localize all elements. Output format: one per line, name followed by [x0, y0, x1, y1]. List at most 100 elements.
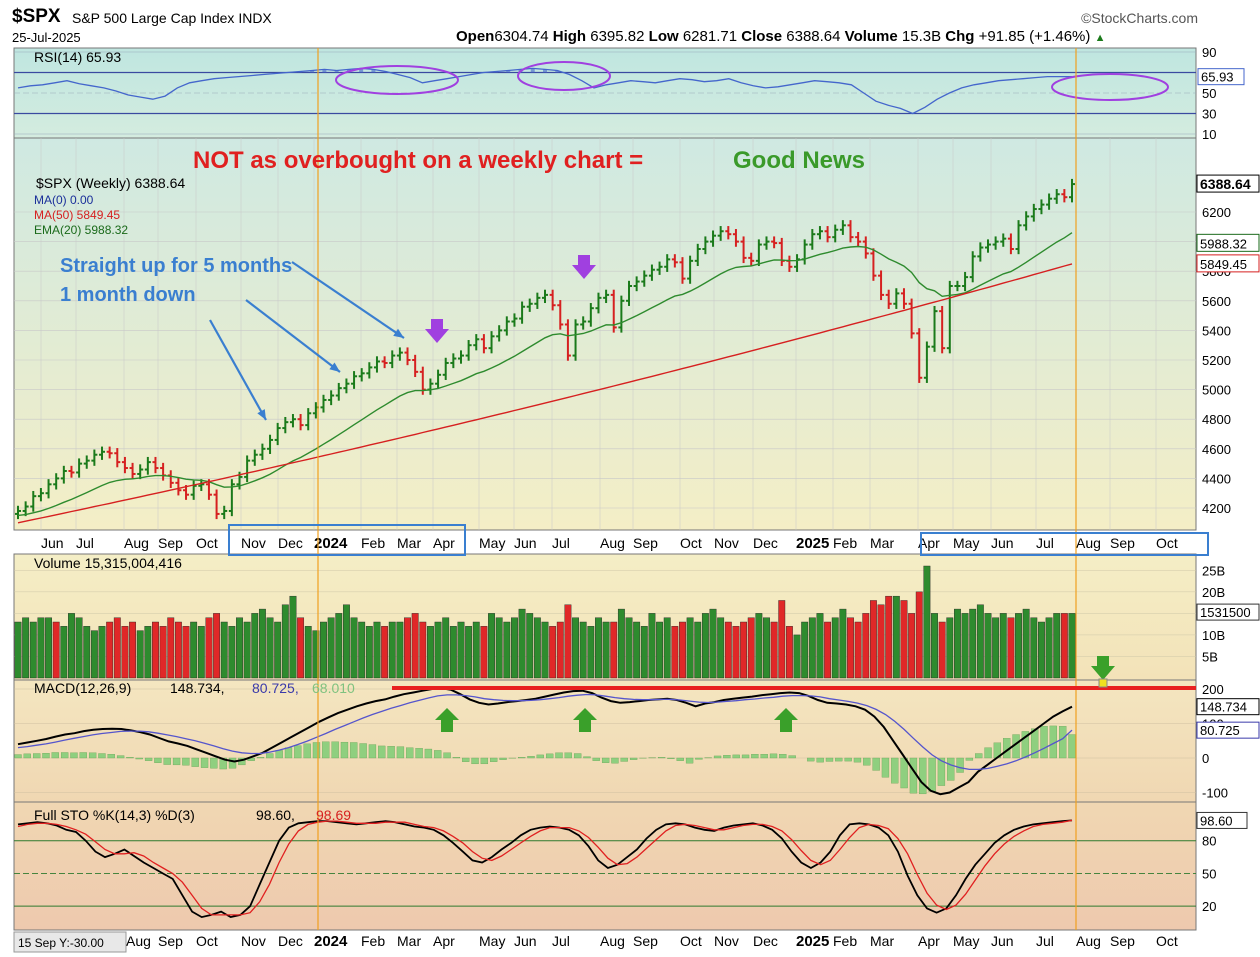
price-tick-label: 4400	[1202, 471, 1231, 486]
price-tick-label: 5400	[1202, 323, 1231, 338]
volume-bar	[1060, 613, 1068, 679]
volume-bar	[45, 617, 52, 679]
open-value: 6304.74	[494, 28, 549, 45]
footer-x-label: Feb	[361, 933, 385, 949]
footer-x-label: Dec	[278, 933, 303, 949]
volume-bar	[892, 595, 900, 679]
volume-bar	[556, 621, 564, 679]
volume-bar	[946, 617, 954, 679]
note-arrow-head	[257, 409, 266, 420]
macd-histogram-bar	[835, 757, 843, 762]
volume-bar	[373, 621, 381, 679]
macd-tick-label: 0	[1202, 751, 1209, 766]
volume-bar	[121, 626, 129, 679]
volume-bar	[679, 621, 686, 679]
volume-bar	[518, 608, 526, 679]
price-tick-label: 4200	[1202, 501, 1231, 516]
legend-ma50: MA(50) 5849.45	[34, 208, 120, 222]
volume-bar	[480, 626, 488, 679]
volume-bar	[908, 613, 916, 679]
volume-bar	[90, 630, 98, 679]
macd-histogram-bar	[471, 757, 479, 765]
volume-bar	[427, 626, 434, 679]
volume-bar	[1053, 613, 1061, 679]
macd-histogram-bar	[387, 746, 395, 759]
volume-bar	[549, 626, 557, 679]
volume-bar	[740, 621, 748, 679]
price-x-label: Feb	[361, 535, 385, 551]
volume-bar	[289, 595, 297, 679]
volume-bar	[785, 626, 793, 679]
macd-panel-bg	[13, 679, 1197, 803]
footer-x-label: May	[953, 933, 979, 949]
volume-bar	[152, 621, 159, 679]
volume-bar	[1007, 617, 1015, 679]
price-x-label: Nov	[241, 535, 266, 551]
sto-legend-prefix: Full STO %K(14,3) %D(3)	[34, 807, 195, 823]
volume-bar	[488, 613, 495, 679]
macd-histogram-bar	[210, 757, 218, 769]
price-tick-label: 4600	[1202, 442, 1231, 457]
footer-x-label: Aug	[1076, 933, 1101, 949]
volume-bar	[297, 617, 305, 679]
note-arrow	[209, 319, 267, 421]
chg-label: Chg	[945, 28, 975, 45]
volume-bar	[701, 613, 709, 679]
volume-label: Volume	[844, 28, 898, 45]
macd-histogram-bar	[107, 754, 115, 759]
legend-ma0: MA(0) 0.00	[34, 193, 94, 207]
brand-logo[interactable]: ©StockCharts.com	[1081, 10, 1198, 26]
volume-bar	[511, 617, 518, 679]
macd-histogram-bar	[51, 752, 59, 759]
volume-bar	[847, 617, 854, 679]
price-tick-label: 5600	[1202, 294, 1231, 309]
macd-histogram-bar	[555, 752, 563, 759]
macd-histogram-bar	[863, 757, 871, 766]
volume-bar	[404, 617, 411, 679]
volume-tick-label: 5B	[1202, 649, 1218, 664]
volume-bar	[503, 621, 511, 679]
price-last-label: 6388.64	[1200, 176, 1251, 192]
macd-histogram-bar	[760, 754, 768, 759]
macd-histogram-bar	[1040, 726, 1048, 759]
peak-down-arrow	[425, 319, 449, 343]
volume-bar	[22, 617, 30, 679]
macd-histogram-bar	[592, 757, 600, 761]
macd-histogram-bar	[60, 752, 69, 759]
macd-histogram-bar	[872, 757, 880, 771]
volume-bar	[770, 621, 778, 679]
volume-bar	[663, 617, 671, 679]
volume-bar	[342, 604, 350, 679]
macd-histogram-bar	[919, 757, 927, 795]
macd-histogram-bar	[779, 754, 787, 759]
volume-bar	[808, 617, 816, 679]
note-line-2: 1 month down	[60, 284, 196, 306]
headline-red: NOT as overbought on a weekly chart =	[193, 147, 643, 174]
price-x-label: Jun	[514, 535, 537, 551]
sto-tick-label: 20	[1202, 899, 1216, 914]
macd-histogram-bar	[713, 755, 722, 759]
macd-histogram-bar	[965, 757, 974, 761]
price-x-label: Dec	[278, 535, 303, 551]
macd-histogram-bar	[79, 752, 87, 759]
macd-histogram-bar	[368, 744, 377, 759]
macd-histogram-bar	[825, 757, 834, 762]
chart-date: 25-Jul-2025	[12, 30, 81, 45]
volume-bar	[564, 604, 572, 679]
status-box: 15 Sep Y:-30.00	[13, 931, 127, 953]
footer-x-label: Apr	[918, 933, 940, 949]
sto-d-line	[17, 819, 1073, 916]
rsi-last-label: 65.93	[1201, 70, 1234, 85]
macd-histogram-bar	[172, 757, 181, 766]
volume-bar	[923, 565, 931, 679]
macd-legend-hist: 68.010	[312, 680, 355, 696]
volume-bar	[136, 630, 144, 679]
volume-bar	[954, 608, 961, 679]
rsi-tick-label: 30	[1202, 107, 1216, 122]
footer-x-label: Nov	[241, 933, 266, 949]
footer-x-label: Oct	[680, 933, 702, 949]
volume-bar	[640, 626, 648, 679]
symbol[interactable]: $SPX	[12, 6, 61, 27]
macd-histogram-bar	[163, 757, 171, 765]
